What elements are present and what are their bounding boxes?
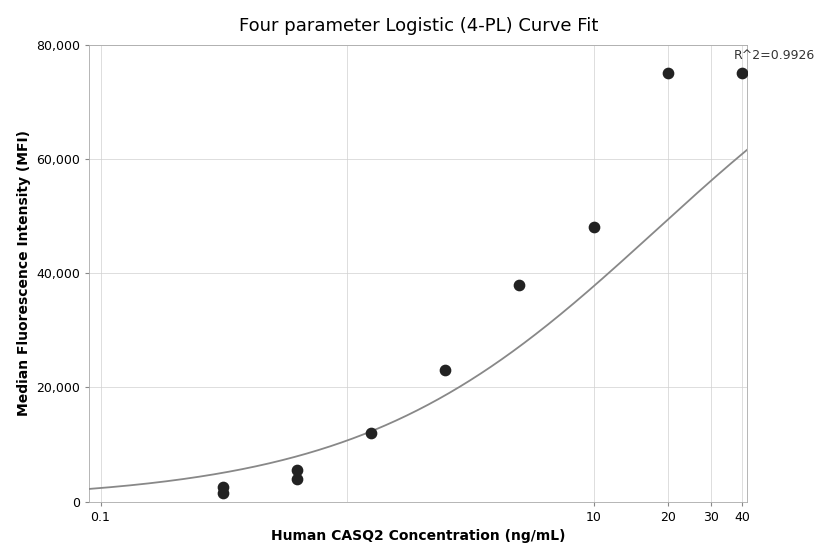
Y-axis label: Median Fluorescence Intensity (MFI): Median Fluorescence Intensity (MFI) [17,130,31,416]
Point [587,223,601,232]
X-axis label: Human CASQ2 Concentration (ng/mL): Human CASQ2 Concentration (ng/mL) [271,529,566,543]
Point [735,69,749,78]
Point [216,483,230,492]
Point [364,429,378,438]
Text: R^2=0.9926: R^2=0.9926 [734,49,815,62]
Title: Four parameter Logistic (4-PL) Curve Fit: Four parameter Logistic (4-PL) Curve Fit [239,17,598,35]
Point [216,489,230,498]
Point [513,280,526,289]
Point [438,366,452,375]
Point [661,69,675,78]
Point [290,466,304,475]
Point [290,474,304,483]
